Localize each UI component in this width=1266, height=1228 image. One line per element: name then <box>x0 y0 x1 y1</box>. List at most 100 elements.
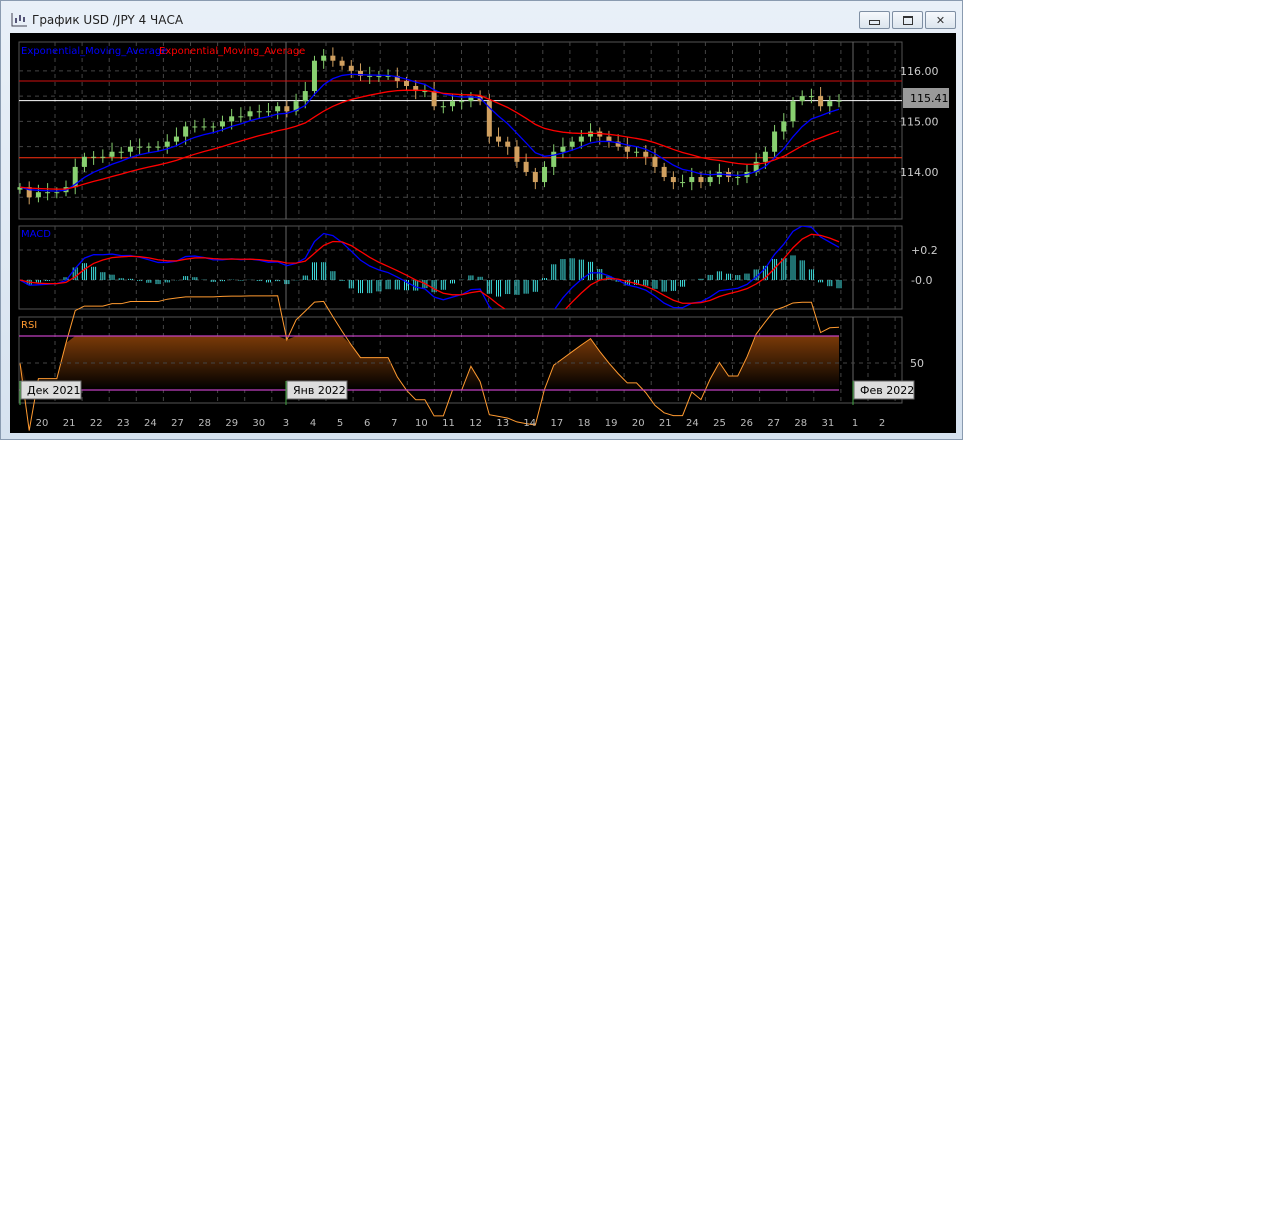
date-tick-label: 20 <box>632 418 645 429</box>
candle <box>496 136 502 142</box>
candle <box>45 192 51 194</box>
candle <box>790 101 796 122</box>
candle <box>551 151 557 167</box>
date-tick-label: 31 <box>822 418 835 429</box>
restore-icon <box>902 15 913 25</box>
candle <box>146 146 152 148</box>
date-tick-label: 30 <box>252 418 265 429</box>
chart-area[interactable]: 116.00 115.00 114.00 115.41 Exponential_Movi… <box>10 33 956 433</box>
candle <box>836 100 842 102</box>
current-price-badge <box>903 88 949 108</box>
date-tick-label: 7 <box>391 418 397 429</box>
candle <box>302 91 308 102</box>
date-tick-label: 12 <box>469 418 482 429</box>
candlestick-chart-icon <box>11 13 27 27</box>
candle <box>127 146 133 152</box>
date-tick-label: 11 <box>442 418 455 429</box>
candle <box>781 121 787 132</box>
candle <box>403 80 409 86</box>
candle <box>72 166 78 188</box>
candle <box>321 55 327 61</box>
candle <box>459 101 465 103</box>
minimize-icon <box>869 20 880 25</box>
rsi-line <box>19 295 840 431</box>
candle <box>634 151 640 153</box>
candle <box>210 126 216 128</box>
date-tick-label: 3 <box>283 418 289 429</box>
candle <box>284 106 290 112</box>
candle <box>265 111 271 113</box>
candle <box>26 187 32 198</box>
date-tick-label: 29 <box>225 418 238 429</box>
macd-label: MACD <box>21 229 51 240</box>
candle <box>219 121 225 127</box>
candle <box>367 75 373 77</box>
minimize-button[interactable] <box>859 11 890 29</box>
date-tick-label: 26 <box>740 418 753 429</box>
candle <box>339 60 345 66</box>
candle <box>707 177 713 183</box>
candle <box>54 192 60 194</box>
candle <box>818 96 824 107</box>
candle <box>100 156 106 158</box>
ema-fast-line <box>19 73 840 192</box>
candle <box>542 166 548 183</box>
price-tick-label: 115.00 <box>900 115 939 128</box>
legend-ema-slow: Exponential_Moving_Average <box>159 46 305 57</box>
month-label: Дек 2021 <box>27 384 81 397</box>
candle <box>247 111 253 117</box>
candle <box>523 161 529 172</box>
candle <box>385 75 391 77</box>
candle <box>680 182 686 184</box>
candle <box>643 151 649 157</box>
date-tick-label: 17 <box>551 418 564 429</box>
close-button[interactable]: ✕ <box>925 11 956 29</box>
month-label: Фев 2022 <box>860 384 914 397</box>
panel-frame <box>18 316 903 404</box>
date-tick-label: 6 <box>364 418 370 429</box>
date-tick-label: 20 <box>36 418 49 429</box>
candle <box>578 136 584 142</box>
date-tick-label: 27 <box>171 418 184 429</box>
ema-slow-line <box>19 89 840 190</box>
date-tick-label: 25 <box>713 418 726 429</box>
macd-tick-label: -0.0 <box>911 274 932 287</box>
macd-tick-label: +0.2 <box>911 244 938 257</box>
month-label-box <box>286 380 348 400</box>
candle <box>652 156 658 167</box>
date-tick-label: 24 <box>686 418 699 429</box>
candle <box>450 101 456 107</box>
date-tick-label: 18 <box>578 418 591 429</box>
date-tick-label: 1 <box>852 418 858 429</box>
panel-frame <box>18 225 903 310</box>
chart-canvas[interactable]: 116.00 115.00 114.00 115.41 Exponential_Movi… <box>10 33 956 433</box>
candle <box>772 131 778 152</box>
candle <box>91 156 97 158</box>
candle <box>81 156 87 167</box>
month-label-box <box>20 380 82 400</box>
candle <box>137 146 143 148</box>
date-tick-label: 22 <box>90 418 103 429</box>
candle <box>311 60 317 92</box>
candle <box>238 116 244 118</box>
date-tick-label: 28 <box>198 418 211 429</box>
price-tick-label: 116.00 <box>900 65 939 78</box>
restore-button[interactable] <box>892 11 923 29</box>
date-tick-label: 14 <box>523 418 536 429</box>
candle <box>413 85 419 92</box>
candle <box>569 141 575 147</box>
date-tick-label: 10 <box>415 418 428 429</box>
candle <box>762 151 768 162</box>
candle <box>689 177 695 183</box>
candle <box>799 96 805 102</box>
month-label: Янв 2022 <box>293 384 346 397</box>
price-tick-label: 114.00 <box>900 166 939 179</box>
candle <box>606 136 612 142</box>
title-bar: График USD /JPY 4 ЧАСА <box>11 10 183 30</box>
candle <box>514 146 520 162</box>
candle <box>532 171 538 183</box>
candle <box>357 70 363 76</box>
candle <box>155 146 161 148</box>
candle <box>624 146 630 152</box>
candle <box>183 126 189 137</box>
